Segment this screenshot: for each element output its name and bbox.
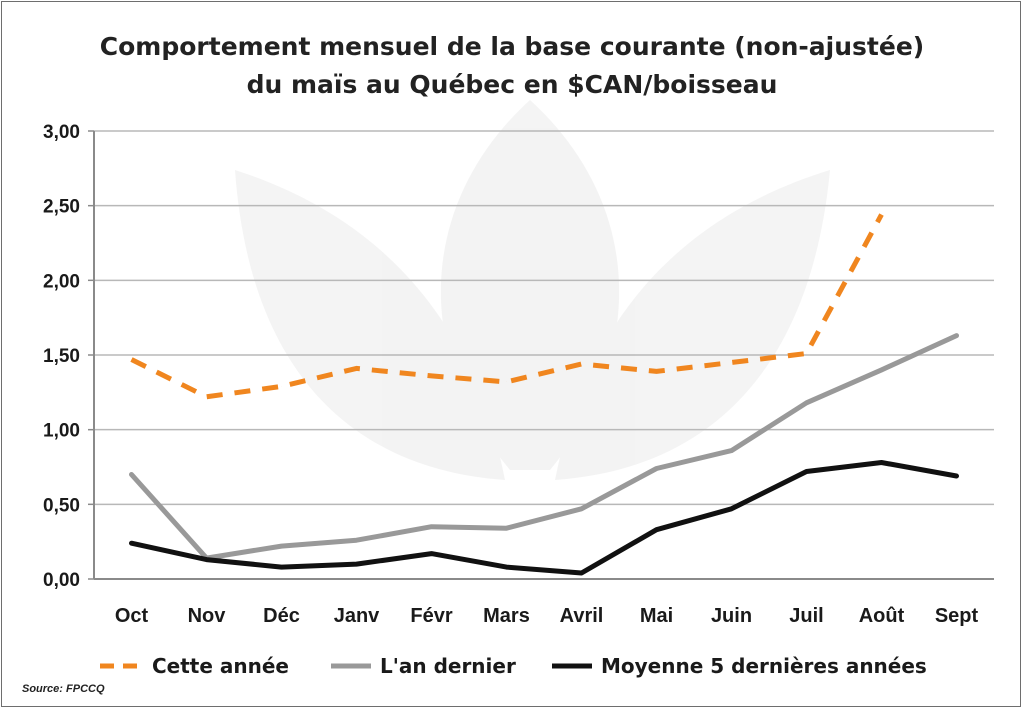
x-tick-label: Mars bbox=[483, 605, 530, 627]
y-tick-label: 2,50 bbox=[43, 197, 80, 218]
x-tick-label: Déc bbox=[263, 605, 300, 627]
watermark-logo bbox=[235, 100, 830, 480]
x-tick-label: Juin bbox=[711, 605, 752, 627]
legend-label-moyenne: Moyenne 5 dernières années bbox=[601, 654, 927, 678]
legend: Cette année L'an dernier Moyenne 5 derni… bbox=[100, 654, 927, 678]
y-tick-label: 2,00 bbox=[43, 271, 80, 292]
y-tick-label: 0,50 bbox=[43, 495, 80, 516]
series-line-2 bbox=[129, 460, 959, 576]
x-tick-label: Févr bbox=[410, 605, 452, 627]
chart-title-line-1: Comportement mensuel de la base courante… bbox=[99, 32, 925, 61]
x-tick-label: Mai bbox=[640, 605, 673, 627]
x-tick-label: Avril bbox=[560, 605, 604, 627]
x-tick-label: Oct bbox=[115, 605, 149, 627]
series-line-1 bbox=[129, 333, 959, 561]
x-tick-label: Juil bbox=[789, 605, 823, 627]
x-tick-label: Août bbox=[859, 605, 905, 627]
x-tick-label: Janv bbox=[334, 605, 380, 627]
x-tick-label: Sept bbox=[935, 605, 979, 627]
legend-label-an-dernier: L'an dernier bbox=[380, 654, 516, 678]
chart-title-line-2: du maïs au Québec en $CAN/boisseau bbox=[246, 70, 778, 99]
y-tick-label: 3,00 bbox=[43, 122, 80, 143]
y-tick-label: 1,50 bbox=[43, 346, 80, 367]
legend-label-cette-annee: Cette année bbox=[152, 654, 289, 678]
y-tick-label: 0,00 bbox=[43, 570, 80, 591]
y-tick-label: 1,00 bbox=[43, 421, 80, 442]
source-note: Source: FPCCQ bbox=[22, 683, 105, 695]
x-tick-label: Nov bbox=[188, 605, 227, 627]
